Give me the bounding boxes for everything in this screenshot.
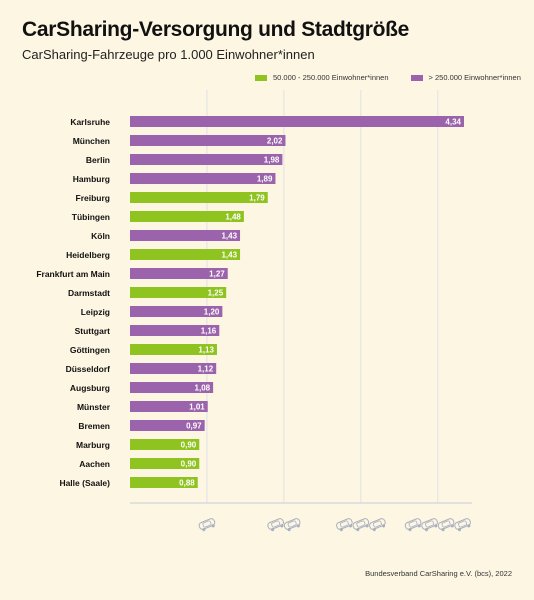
value-label: 4,34 xyxy=(445,118,461,127)
bar xyxy=(130,401,208,412)
value-label: 1,12 xyxy=(198,365,214,374)
bar xyxy=(130,192,268,203)
category-label: Stuttgart xyxy=(75,326,111,336)
value-label: 1,43 xyxy=(221,232,237,241)
category-label: Marburg xyxy=(76,440,110,450)
legend-item-small-cities: 50.000 - 250.000 Einwohner*innen xyxy=(255,73,389,82)
bar xyxy=(130,325,220,336)
chart-title: CarSharing-Versorgung und Stadtgröße xyxy=(22,18,410,41)
bar xyxy=(130,211,244,222)
category-label: Göttingen xyxy=(70,345,110,355)
value-label: 1,89 xyxy=(257,175,273,184)
value-label: 0,88 xyxy=(179,479,195,488)
bar xyxy=(130,268,228,279)
bar xyxy=(130,135,286,146)
bar xyxy=(130,287,227,298)
category-label: Freiburg xyxy=(76,193,110,203)
category-label: Leipzig xyxy=(81,307,110,317)
category-label: Augsburg xyxy=(70,383,110,393)
bar xyxy=(130,382,214,393)
value-label: 0,90 xyxy=(181,441,197,450)
legend: 50.000 - 250.000 Einwohner*innen > 250.0… xyxy=(255,73,521,82)
bar xyxy=(130,306,223,317)
car-icon xyxy=(404,518,422,532)
chart-subtitle: CarSharing-Fahrzeuge pro 1.000 Einwohner… xyxy=(22,47,315,62)
category-label: Frankfurt am Main xyxy=(36,269,110,279)
bar xyxy=(130,458,200,469)
value-label: 1,48 xyxy=(225,213,241,222)
value-label: 1,08 xyxy=(195,384,211,393)
car-icon xyxy=(336,518,353,532)
car-icon xyxy=(437,518,455,532)
bar xyxy=(130,439,200,450)
category-label: Münster xyxy=(77,402,111,412)
category-label: Düsseldorf xyxy=(66,364,111,374)
car-icon xyxy=(352,518,370,532)
value-label: 1,20 xyxy=(204,308,220,317)
bar xyxy=(130,154,283,165)
value-label: 1,01 xyxy=(189,403,205,412)
bar xyxy=(130,420,205,431)
legend-label-large: > 250.000 Einwohner*innen xyxy=(428,73,521,82)
value-label: 1,79 xyxy=(249,194,265,203)
bar xyxy=(130,344,217,355)
car-icon xyxy=(421,518,438,532)
legend-swatch-small xyxy=(255,74,267,81)
category-label: Köln xyxy=(91,231,110,241)
car-icon xyxy=(283,518,301,532)
bar xyxy=(130,477,198,488)
bar xyxy=(130,249,241,260)
category-label: Heidelberg xyxy=(66,250,110,260)
bar xyxy=(130,363,217,374)
car-icon xyxy=(369,518,386,532)
category-label: Tübingen xyxy=(72,212,110,222)
category-label: München xyxy=(73,136,110,146)
car-icon xyxy=(454,518,471,532)
value-label: 0,97 xyxy=(186,422,202,431)
value-label: 0,90 xyxy=(181,460,197,469)
car-icon xyxy=(198,518,216,532)
car-icon xyxy=(267,518,284,532)
category-label: Aachen xyxy=(79,459,110,469)
category-label: Berlin xyxy=(86,155,110,165)
category-label: Darmstadt xyxy=(68,288,110,298)
value-label: 1,13 xyxy=(198,346,214,355)
value-label: 2,02 xyxy=(267,137,283,146)
bar xyxy=(130,230,241,241)
legend-item-large-cities: > 250.000 Einwohner*innen xyxy=(410,73,521,82)
value-label: 1,25 xyxy=(208,289,224,298)
source-note: Bundesverband CarSharing e.V. (bcs), 202… xyxy=(365,569,512,578)
bar xyxy=(130,173,276,184)
bar xyxy=(130,116,464,127)
category-label: Bremen xyxy=(78,421,110,431)
value-label: 1,16 xyxy=(201,327,217,336)
category-label: Halle (Saale) xyxy=(59,478,110,488)
legend-label-small: 50.000 - 250.000 Einwohner*innen xyxy=(273,73,389,82)
legend-swatch-large xyxy=(410,74,423,81)
category-label: Hamburg xyxy=(73,174,110,184)
category-label: Karlsruhe xyxy=(70,117,110,127)
value-label: 1,43 xyxy=(221,251,237,260)
value-label: 1,98 xyxy=(264,156,280,165)
value-label: 1,27 xyxy=(209,270,225,279)
